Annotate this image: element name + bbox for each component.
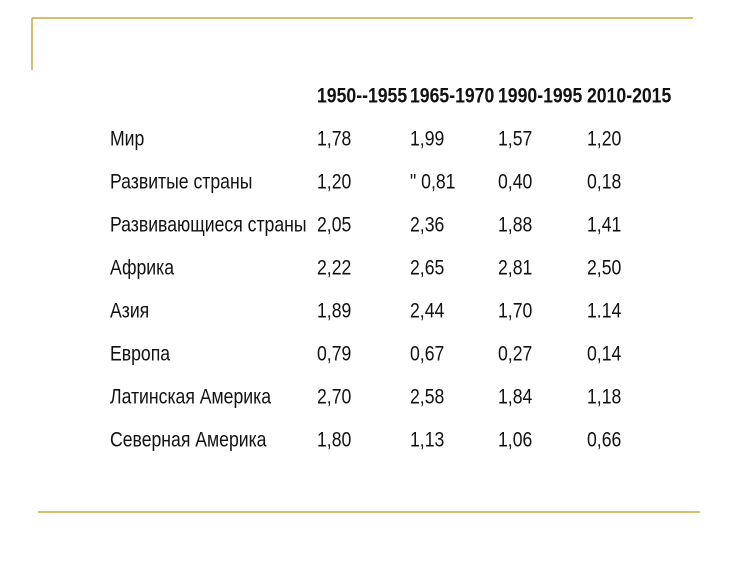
cell: 1,18	[587, 385, 621, 409]
cell: 2,81	[498, 256, 532, 280]
cell: 2,05	[317, 213, 351, 237]
row-label: Развитые страны	[110, 170, 252, 194]
row-label: Мир	[110, 127, 144, 151]
cell: 1,70	[498, 299, 533, 323]
cell: 0,66	[587, 428, 621, 452]
row-label: Латинская Америка	[110, 385, 271, 409]
cell: 1,80	[317, 428, 352, 452]
cell: 2,22	[317, 256, 351, 280]
row-label: Северная Америка	[110, 428, 267, 452]
column-header: 2010-2015	[587, 84, 671, 108]
column-header: 1965-1970	[410, 84, 494, 108]
cell: 0,18	[587, 170, 621, 194]
cell: 0,14	[587, 342, 622, 366]
cell: 2,50	[587, 256, 622, 280]
cell: 0,27	[498, 342, 532, 366]
cell: " 0,81	[410, 170, 455, 194]
cell: 2,70	[317, 385, 352, 409]
column-header: 1950--1955	[317, 84, 407, 108]
row-label: Европа	[110, 342, 170, 366]
cell: 2,36	[410, 213, 444, 237]
cell: 1,99	[410, 127, 444, 151]
cell: 1,13	[410, 428, 444, 452]
row-label: Развивающиеся страны	[110, 213, 307, 237]
cell: 1,20	[317, 170, 352, 194]
row-label: Африка	[110, 256, 174, 280]
cell: 1,78	[317, 127, 351, 151]
cell: 1,41	[587, 213, 621, 237]
cell: 1.14	[587, 299, 622, 323]
cell: 2,58	[410, 385, 444, 409]
cell: 1,57	[498, 127, 532, 151]
cell: 2,44	[410, 299, 445, 323]
cell: 2,65	[410, 256, 444, 280]
cell: 0,40	[498, 170, 533, 194]
cell: 1,88	[498, 213, 532, 237]
table: 1950--1955 1965-1970 1990-1995 2010-2015 Мир…	[110, 84, 671, 452]
cell: 0,79	[317, 342, 351, 366]
cell: 0,67	[410, 342, 444, 366]
column-header: 1990-1995	[498, 84, 582, 108]
cell: 1,89	[317, 299, 351, 323]
cell: 1,84	[498, 385, 533, 409]
cell: 1,06	[498, 428, 532, 452]
cell: 1,20	[587, 127, 622, 151]
row-label: Азия	[110, 299, 149, 323]
